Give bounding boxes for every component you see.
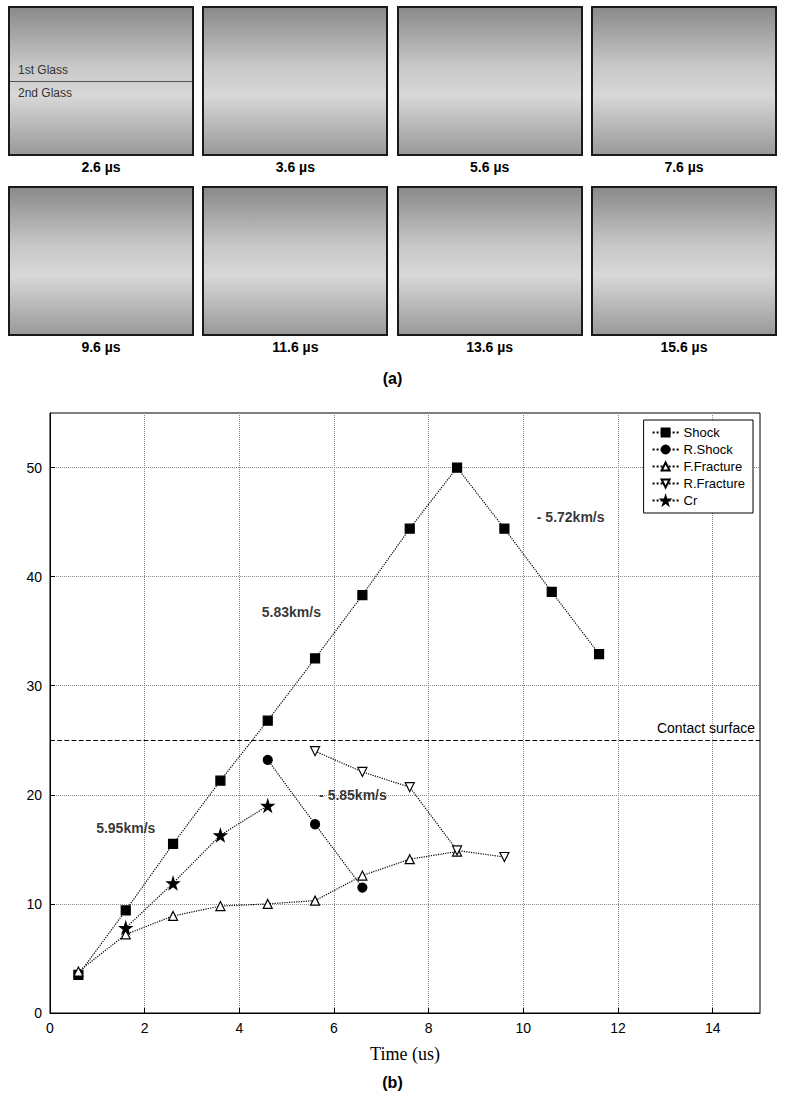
svg-text:Contact surface: Contact surface [657,720,755,736]
svg-text:10: 10 [26,896,42,912]
svg-text:10: 10 [516,1020,532,1036]
svg-text:Cr: Cr [684,493,698,508]
svg-text:Time (us): Time (us) [370,1044,440,1065]
svg-text:6: 6 [330,1020,338,1036]
html-text:2.6 µs: 2.6 µs [81,159,121,175]
svg-text:0: 0 [46,1020,54,1036]
html-text:15.6 µs: 15.6 µs [660,339,708,355]
html-text:9.6 µs: 9.6 µs [81,339,121,355]
svg-text:8: 8 [425,1020,433,1036]
html-text:7.6 µs: 7.6 µs [664,159,704,175]
svg-text:5.95km/s: 5.95km/s [96,820,155,836]
svg-text:2: 2 [141,1020,149,1036]
svg-text:R.Shock: R.Shock [684,442,734,457]
svg-text:R.Fracture: R.Fracture [684,476,745,491]
svg-text:5.83km/s: 5.83km/s [262,604,321,620]
html-text:1st Glass: 1st Glass [18,63,68,77]
html-text:5.6 µs: 5.6 µs [470,159,510,175]
svg-text:20: 20 [26,787,42,803]
svg-text:- 5.85km/s: - 5.85km/s [319,787,387,803]
html-text:3.6 µs: 3.6 µs [275,159,315,175]
svg-text:50: 50 [26,460,42,476]
html-text:(b): (b) [382,1074,403,1091]
svg-text:14: 14 [705,1020,721,1036]
svg-text:F.Fracture: F.Fracture [684,459,743,474]
svg-text:12: 12 [610,1020,626,1036]
svg-text:- 5.72km/s: - 5.72km/s [537,509,605,525]
html-text:(a): (a) [382,370,403,387]
html-text:11.6 µs: 11.6 µs [272,339,319,355]
svg-text:Shock: Shock [684,425,721,440]
html-text:2nd Glass: 2nd Glass [18,86,72,100]
svg-text:40: 40 [26,569,42,585]
html-text:13.6 µs: 13.6 µs [466,339,514,355]
svg-text:0: 0 [34,1005,42,1021]
svg-text:30: 30 [26,678,42,694]
svg-text:4: 4 [235,1020,243,1036]
